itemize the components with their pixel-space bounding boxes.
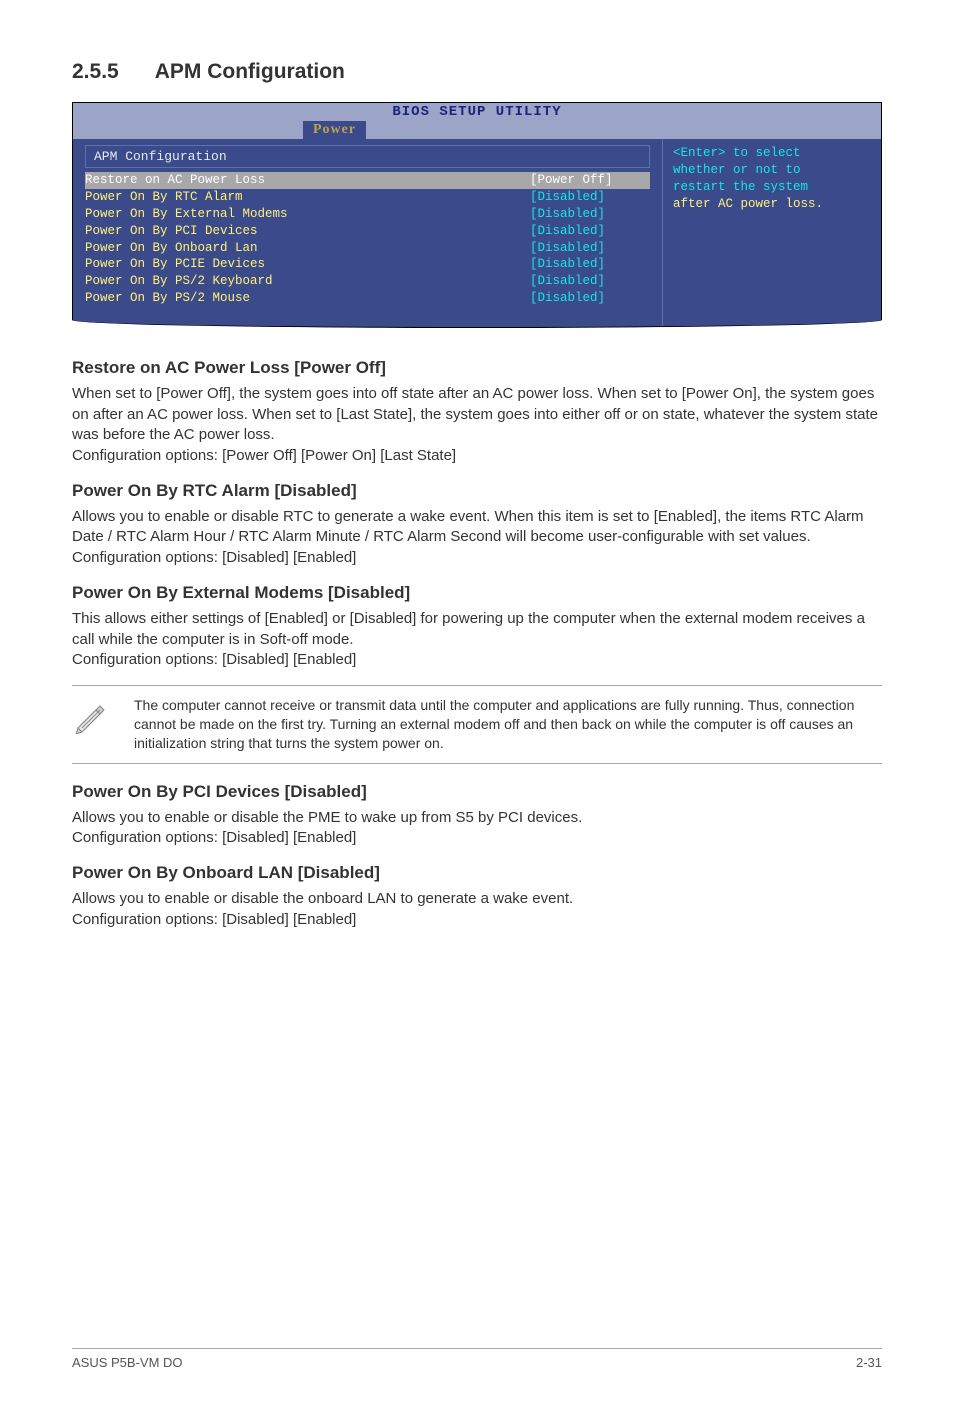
bios-body: APM Configuration Restore on AC Power Lo… [73,139,881,327]
subsection-paragraph: Allows you to enable or disable RTC to g… [72,507,882,569]
bios-setting-label: Power On By External Modems [85,206,530,223]
note-block: The computer cannot receive or transmit … [72,685,882,764]
subsection-paragraph: When set to [Power Off], the system goes… [72,384,882,467]
bios-setting-value: [Power Off] [530,172,650,189]
subsection-heading: Power On By Onboard LAN [Disabled] [72,863,882,883]
bios-setting-value: [Disabled] [530,223,650,240]
bios-setting-row: Power On By External Modems[Disabled] [85,206,650,223]
bios-setting-label: Power On By PCI Devices [85,223,530,240]
subsection-heading: Power On By RTC Alarm [Disabled] [72,481,882,501]
bios-setting-row: Power On By Onboard Lan[Disabled] [85,240,650,257]
subsection-paragraph: Allows you to enable or disable the PME … [72,808,882,849]
bios-tab: Power [303,121,366,139]
bios-setting-value: [Disabled] [530,290,650,307]
section-title: APM Configuration [155,60,345,83]
bios-setting-value: [Disabled] [530,206,650,223]
subsection-heading: Power On By External Modems [Disabled] [72,583,882,603]
bios-setting-row: Power On By PCIE Devices[Disabled] [85,256,650,273]
section-number: 2.5.5 [72,60,119,84]
bios-setting-value: [Disabled] [530,273,650,290]
bios-setting-label: Power On By PS/2 Mouse [85,290,530,307]
section-heading: 2.5.5 APM Configuration [72,60,882,84]
footer-left: ASUS P5B-VM DO [72,1355,183,1370]
footer-right: 2-31 [856,1355,882,1370]
subsection-paragraph: Allows you to enable or disable the onbo… [72,889,882,930]
bios-help-line: restart the system [673,180,808,194]
bios-setting-value: [Disabled] [530,189,650,206]
bios-setting-row: Power On By PCI Devices[Disabled] [85,223,650,240]
bios-setting-row: Restore on AC Power Loss[Power Off] [85,172,650,189]
bios-header-title: BIOS SETUP UTILITY [73,104,881,120]
bios-help-pane: <Enter> to select whether or not to rest… [663,139,881,327]
subsection-heading: Restore on AC Power Loss [Power Off] [72,358,882,378]
bios-help-line: whether or not to [673,163,801,177]
bios-setting-row: Power On By PS/2 Mouse[Disabled] [85,290,650,307]
bios-help-line: after AC power loss. [673,197,823,211]
bios-setting-row: Power On By RTC Alarm[Disabled] [85,189,650,206]
bios-setting-label: Restore on AC Power Loss [85,172,530,189]
note-text: The computer cannot receive or transmit … [134,696,882,753]
bios-header: BIOS SETUP UTILITY Power [73,103,881,139]
bios-setting-label: Power On By PCIE Devices [85,256,530,273]
page-footer: ASUS P5B-VM DO 2-31 [72,1348,882,1370]
subsection-paragraph: This allows either settings of [Enabled]… [72,609,882,671]
bios-screenshot: BIOS SETUP UTILITY Power APM Configurati… [72,102,882,328]
bios-setting-value: [Disabled] [530,256,650,273]
bios-setting-label: Power On By PS/2 Keyboard [85,273,530,290]
subsection-heading: Power On By PCI Devices [Disabled] [72,782,882,802]
pencil-icon [72,696,134,739]
bios-setting-label: Power On By Onboard Lan [85,240,530,257]
bios-setting-row: Power On By PS/2 Keyboard[Disabled] [85,273,650,290]
bios-help-line: <Enter> to select [673,146,801,160]
bios-subheader: APM Configuration [85,145,650,168]
bios-setting-value: [Disabled] [530,240,650,257]
bios-left-pane: APM Configuration Restore on AC Power Lo… [73,139,663,327]
bios-setting-label: Power On By RTC Alarm [85,189,530,206]
